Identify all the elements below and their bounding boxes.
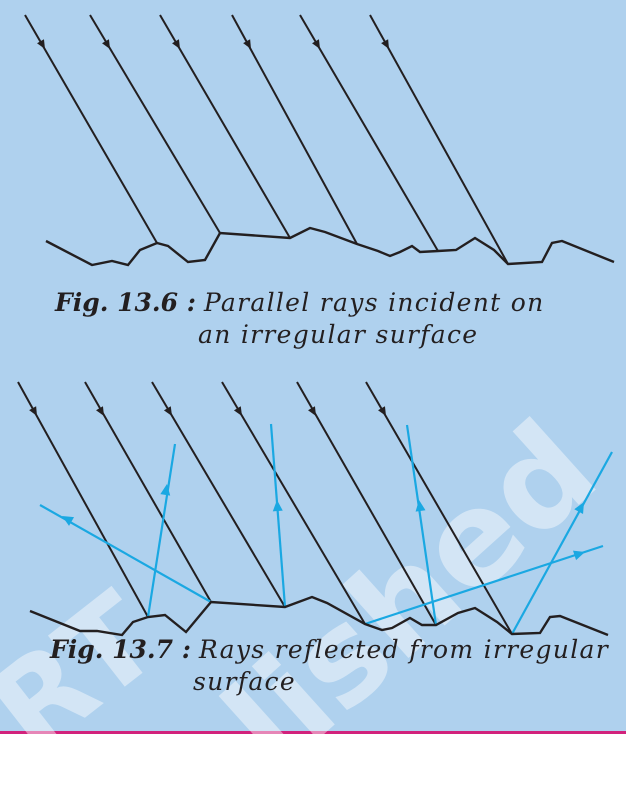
figure-caption-13-6: Fig. 13.6 : Parallel rays incident on an… — [55, 287, 625, 351]
reflected-arrowhead-5 — [572, 550, 585, 561]
irregular-surface-1 — [45, 226, 615, 267]
arrowhead-5 — [312, 39, 320, 49]
incident-arrowheads-1 — [37, 39, 389, 49]
incident-ray-9 — [151, 381, 286, 608]
arrowhead-8 — [96, 406, 104, 416]
reflected-rays — [39, 423, 613, 635]
arrowhead-7 — [29, 406, 37, 416]
figure-panel — [0, 0, 626, 731]
incident-ray-5 — [299, 14, 439, 252]
bottom-rule — [0, 731, 626, 734]
incident-rays-2 — [17, 381, 513, 635]
reflected-arrowhead-2 — [62, 516, 75, 526]
caption-line-2: Fig. 13.7 : Rays reflected from irregula… — [50, 634, 625, 666]
arrowhead-12 — [378, 406, 386, 416]
incident-arrowheads-2 — [29, 406, 386, 416]
arrowhead-9 — [163, 406, 172, 416]
incident-ray-10 — [221, 381, 366, 625]
reflected-ray-3 — [269, 423, 287, 608]
fig-13-6-diagram — [24, 14, 615, 267]
incident-ray-8 — [84, 381, 212, 603]
figure-caption-13-7: Fig. 13.7 : Rays reflected from irregula… — [50, 634, 625, 698]
incident-ray-1 — [24, 14, 158, 244]
reflected-ray-4 — [405, 424, 438, 626]
arrowhead-1 — [37, 39, 45, 49]
arrowhead-11 — [308, 406, 316, 416]
reflected-arrowhead-3 — [272, 500, 283, 512]
arrowhead-4 — [243, 39, 251, 49]
arrowhead-2 — [102, 39, 110, 49]
incident-ray-12 — [365, 381, 513, 635]
arrowhead-10 — [233, 406, 242, 416]
incident-ray-6 — [369, 14, 509, 265]
arrowhead-6 — [381, 39, 389, 49]
arrowhead-3 — [172, 39, 180, 49]
incident-ray-4 — [231, 14, 358, 245]
ray-diagram — [17, 14, 615, 637]
figure-label-13-7: Fig. 13.7 : — [50, 635, 191, 664]
incident-ray-7 — [17, 381, 149, 618]
irregular-surface-2 — [29, 595, 609, 637]
diagram-figure: RT lished — [0, 0, 626, 734]
reflected-ray-5 — [364, 544, 604, 626]
caption-line-1: Fig. 13.6 : Parallel rays incident on — [55, 287, 625, 319]
reflected-arrowhead-6 — [574, 502, 584, 515]
caption-text-13-6-line1: Parallel rays incident on — [203, 288, 545, 317]
caption-text-13-6-line2: an irregular surface — [198, 320, 479, 349]
reflected-arrowhead-4 — [415, 500, 426, 512]
incident-ray-3 — [159, 14, 291, 239]
caption-text-13-7-line2: surface — [193, 667, 296, 696]
reflected-ray-6 — [511, 451, 613, 635]
incident-rays-1 — [24, 14, 509, 265]
figure-label-13-6: Fig. 13.6 : — [55, 288, 196, 317]
reflected-arrowheads — [62, 484, 585, 561]
reflected-arrowhead-1 — [160, 484, 171, 496]
reflected-ray-1 — [146, 443, 177, 618]
incident-ray-2 — [89, 14, 221, 234]
incident-ray-11 — [296, 381, 437, 626]
caption-text-13-7-line1: Rays reflected from irregular — [198, 635, 609, 664]
fig-13-7-diagram — [17, 381, 613, 637]
